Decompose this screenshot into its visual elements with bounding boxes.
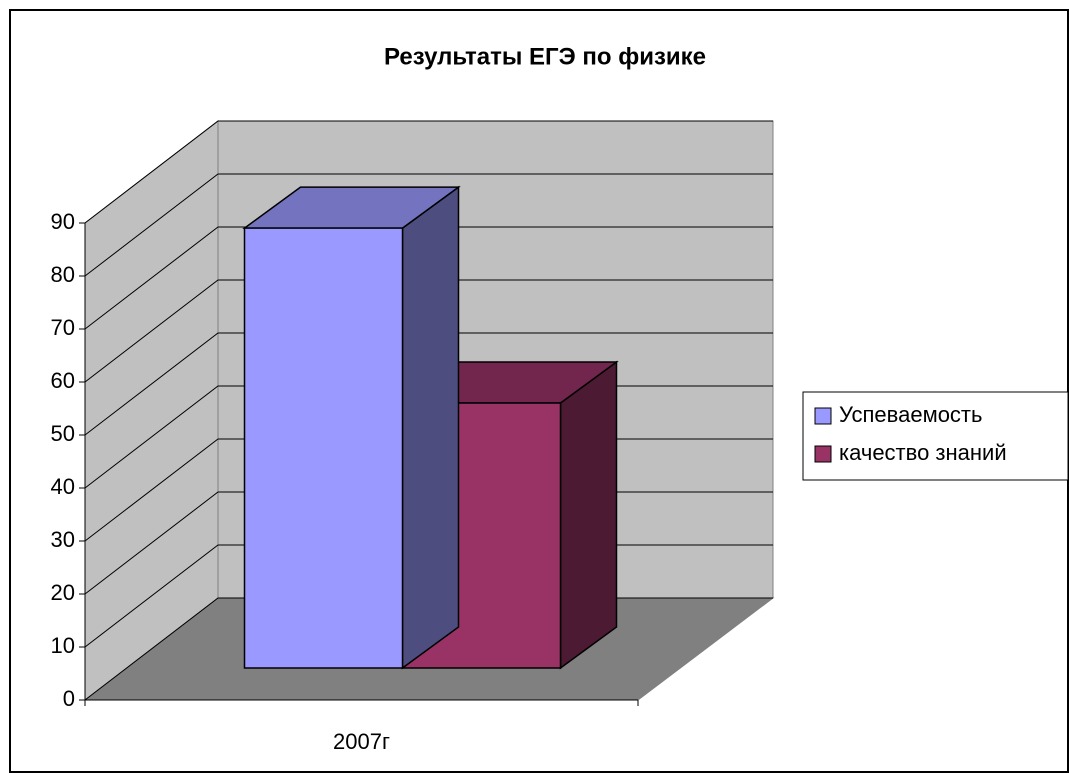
chart-title: Результаты ЕГЭ по физике xyxy=(384,43,706,70)
legend-label: Успеваемость xyxy=(839,402,982,427)
y-tick-label: 0 xyxy=(63,686,75,711)
x-tick-label: 2007г xyxy=(333,729,390,754)
bar xyxy=(243,227,404,669)
legend-box xyxy=(802,391,1069,481)
grid-line xyxy=(84,120,773,224)
legend-swatch xyxy=(814,407,832,425)
bar-side xyxy=(559,360,618,670)
grid-line xyxy=(84,173,773,277)
y-tick-label: 30 xyxy=(51,527,75,552)
y-tick-label: 10 xyxy=(51,633,75,658)
y-tick-label: 70 xyxy=(51,315,75,340)
legend-label: качество знаний xyxy=(839,440,1007,465)
legend-swatch xyxy=(814,445,832,463)
y-tick-label: 40 xyxy=(51,474,75,499)
y-tick-label: 20 xyxy=(51,580,75,605)
grid-line xyxy=(84,332,773,436)
y-tick-label: 50 xyxy=(51,421,75,446)
y-tick-label: 60 xyxy=(51,368,75,393)
y-tick-label: 80 xyxy=(51,262,75,287)
bar-side xyxy=(401,185,460,670)
grid-line xyxy=(84,279,773,383)
grid-line xyxy=(84,226,773,330)
y-tick-label: 90 xyxy=(51,209,75,234)
